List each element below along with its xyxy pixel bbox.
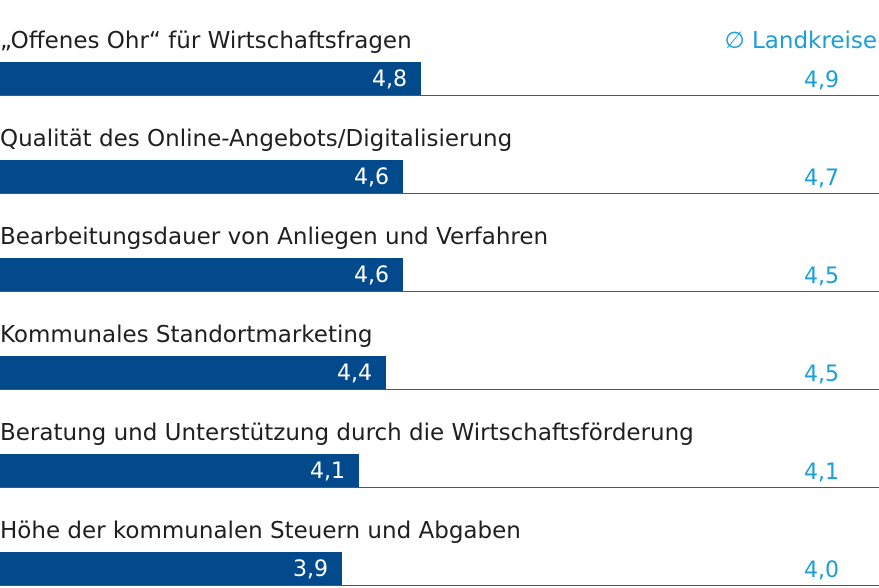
- bar-value-label: 4,4: [337, 361, 372, 386]
- category-label: Qualität des Online-Angebots/Digitalisie…: [0, 126, 513, 152]
- row-divider: [0, 487, 879, 488]
- bar: 4,6: [0, 160, 403, 194]
- category-label: Höhe der kommunalen Steuern und Abgaben: [0, 518, 521, 544]
- category-label: Bearbeitungsdauer von Anliegen und Verfa…: [0, 224, 549, 250]
- bar: 4,6: [0, 258, 403, 292]
- bar: 4,4: [0, 356, 386, 390]
- landkreise-average-value: 4,0: [804, 558, 839, 583]
- bar-value-label: 4,1: [310, 459, 345, 484]
- bar-value-label: 3,9: [293, 557, 328, 582]
- bar: 4,8: [0, 62, 421, 96]
- row-divider: [0, 585, 879, 586]
- bar-value-label: 4,8: [372, 67, 407, 92]
- landkreise-average-value: 4,7: [804, 166, 839, 191]
- row-divider: [0, 389, 879, 390]
- category-label: Beratung und Unterstützung durch die Wir…: [0, 420, 694, 446]
- landkreise-average-value: 4,1: [804, 460, 839, 485]
- landkreise-average-value: 4,5: [804, 264, 839, 289]
- category-label: „Offenes Ohr“ für Wirtschaftsfragen: [0, 28, 412, 54]
- row-divider: [0, 193, 879, 194]
- bar-value-label: 4,6: [354, 263, 389, 288]
- legend-landkreise-average: ∅ Landkreise: [724, 28, 877, 54]
- landkreise-average-value: 4,5: [804, 362, 839, 387]
- category-label: Kommunales Standortmarketing: [0, 322, 373, 348]
- landkreise-average-value: 4,9: [804, 68, 839, 93]
- row-divider: [0, 95, 879, 96]
- bar-value-label: 4,6: [354, 165, 389, 190]
- bar: 4,1: [0, 454, 359, 488]
- row-divider: [0, 291, 879, 292]
- bar: 3,9: [0, 552, 342, 586]
